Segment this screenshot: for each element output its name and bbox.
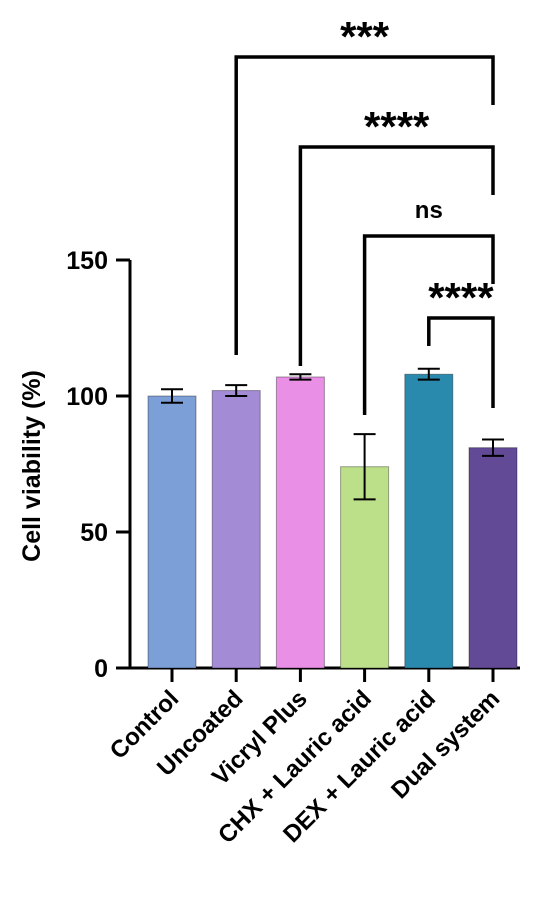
bar-2 [275, 376, 325, 669]
error-bar-5 [482, 438, 504, 457]
error-bar-1 [225, 384, 248, 397]
significance-bracket-0: *** [234, 13, 495, 355]
y-axis-label: Cell viability (%) [18, 370, 46, 562]
significance-bracket-1: **** [298, 103, 495, 366]
y-tick-label-150: 150 [66, 247, 108, 275]
error-bars [161, 367, 504, 501]
y-tick-label-50: 50 [80, 519, 108, 547]
significance-bracket-3: **** [427, 274, 495, 408]
significance-bracket-2: ns [362, 197, 495, 415]
bar-5 [468, 447, 518, 669]
error-bar-2 [289, 373, 312, 381]
significance-label-1: **** [364, 103, 430, 150]
significance-label-0: *** [340, 13, 390, 60]
significance-label-2: ns [415, 197, 443, 224]
y-tick-label-0: 0 [94, 655, 108, 683]
error-bar-4 [417, 367, 440, 381]
bar-1 [211, 390, 261, 669]
error-bar-3 [353, 433, 376, 501]
error-bar-0 [161, 388, 183, 404]
y-tick-label-100: 100 [66, 383, 108, 411]
significance-label-3: **** [428, 274, 494, 321]
significance-brackets: *******ns**** [234, 13, 495, 415]
bars [147, 373, 518, 669]
bar-4 [404, 373, 454, 669]
bar-0 [147, 395, 197, 669]
